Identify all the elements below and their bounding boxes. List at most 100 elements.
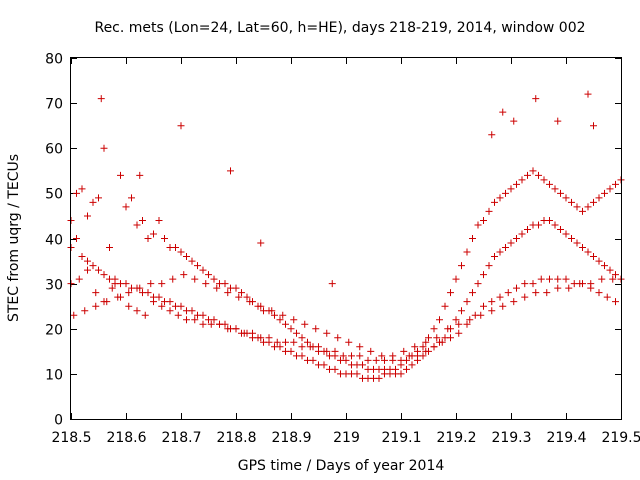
data-point <box>455 329 463 337</box>
data-point <box>114 293 122 301</box>
data-point <box>84 212 91 220</box>
data-point <box>334 334 342 342</box>
data-point <box>521 280 529 288</box>
y-tick-label: 70 <box>45 97 63 113</box>
data-point <box>612 180 619 188</box>
data-point <box>293 329 300 337</box>
data-point <box>397 356 405 364</box>
data-point <box>271 311 278 319</box>
data-point <box>282 338 289 346</box>
data-point <box>202 280 210 288</box>
data-point <box>372 356 380 364</box>
data-point <box>210 316 218 324</box>
data-point <box>397 370 405 378</box>
data-point <box>183 316 190 324</box>
data-point <box>359 361 366 369</box>
x-tick-label: 219.1 <box>381 430 421 446</box>
data-point <box>452 275 460 283</box>
data-point <box>381 356 388 364</box>
data-point <box>480 216 487 224</box>
data-point <box>273 338 281 346</box>
data-point <box>268 307 276 315</box>
data-point <box>546 180 553 188</box>
data-point <box>224 325 232 333</box>
data-point <box>557 189 564 197</box>
y-tick-label: 60 <box>45 142 63 158</box>
data-point <box>463 248 471 256</box>
data-point <box>513 235 520 242</box>
data-point <box>158 280 166 288</box>
data-point <box>579 207 586 215</box>
data-point <box>447 289 454 297</box>
data-point <box>177 122 185 130</box>
data-point <box>183 253 190 261</box>
data-point <box>474 280 482 288</box>
data-point <box>342 356 350 364</box>
data-point <box>458 262 465 270</box>
data-point <box>161 235 168 242</box>
data-point <box>584 203 592 211</box>
data-point <box>546 216 553 224</box>
data-point <box>507 185 515 193</box>
data-point <box>447 334 454 342</box>
data-point <box>169 275 177 283</box>
data-point <box>199 320 207 328</box>
data-point <box>502 244 509 252</box>
data-point <box>554 117 562 125</box>
data-point <box>408 361 416 369</box>
data-point <box>477 311 485 319</box>
data-point <box>532 289 540 297</box>
data-point <box>573 203 581 211</box>
data-point <box>265 334 273 342</box>
data-point <box>546 275 553 283</box>
data-point <box>510 117 518 125</box>
data-point <box>601 189 608 197</box>
x-axis-label: GPS time / Days of year 2014 <box>238 458 445 474</box>
data-point <box>139 216 146 224</box>
data-point <box>554 275 562 283</box>
data-point <box>513 284 520 292</box>
data-point <box>469 235 476 242</box>
y-tick-label: 20 <box>45 323 63 339</box>
data-point <box>502 189 509 197</box>
data-point <box>609 275 617 283</box>
data-point <box>488 298 496 306</box>
data-point <box>576 280 584 288</box>
data-point <box>598 275 606 283</box>
data-point <box>205 271 212 279</box>
data-point <box>128 194 135 202</box>
data-point <box>144 289 152 297</box>
data-point <box>499 302 507 310</box>
plot-frame <box>70 57 622 420</box>
x-tick-label: 218.5 <box>51 430 91 446</box>
data-point <box>158 302 166 310</box>
data-point <box>529 280 537 288</box>
data-point <box>430 325 438 333</box>
data-point <box>504 289 512 297</box>
data-point <box>257 239 265 247</box>
data-point <box>540 176 548 184</box>
data-point <box>496 194 504 202</box>
data-point <box>551 221 559 229</box>
data-point <box>78 185 86 193</box>
data-point <box>606 185 614 193</box>
y-tick-label: 40 <box>45 233 63 249</box>
data-point <box>557 225 564 233</box>
y-tick-label: 30 <box>45 278 63 294</box>
data-point <box>339 352 347 360</box>
data-point <box>117 171 124 179</box>
data-point <box>221 280 229 288</box>
data-point <box>537 275 545 283</box>
data-point <box>199 266 207 274</box>
data-point <box>122 280 130 288</box>
data-point <box>444 325 452 333</box>
data-point <box>529 167 537 175</box>
data-point <box>97 95 105 103</box>
data-point <box>562 194 570 202</box>
x-tick-label: 219 <box>333 430 360 446</box>
data-point <box>587 280 595 288</box>
data-point <box>535 171 542 179</box>
data-point <box>155 293 163 301</box>
data-point <box>95 266 102 274</box>
